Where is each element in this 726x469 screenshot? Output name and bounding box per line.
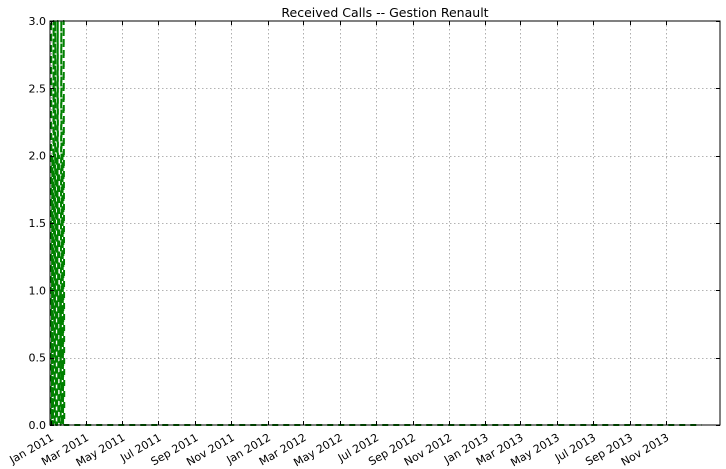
series-lines	[49, 20, 702, 426]
y-axis: 0.0 0.5 1.0 1.5 2.0 2.5 3.0	[29, 15, 720, 432]
grid-lines	[50, 21, 720, 425]
y-tick-label: 0.5	[29, 352, 47, 365]
y-tick-label: 2.0	[29, 150, 47, 163]
y-tick-label: 2.5	[29, 82, 47, 95]
y-tick-label: 3.0	[29, 15, 47, 28]
chart-title: Received Calls -- Gestion Renault	[281, 5, 488, 20]
plot-frame	[49, 20, 721, 426]
y-tick-label: 1.5	[29, 217, 47, 230]
series-line	[49, 20, 702, 426]
y-tick-label: 0.0	[29, 419, 47, 432]
y-tick-label: 1.0	[29, 284, 47, 297]
